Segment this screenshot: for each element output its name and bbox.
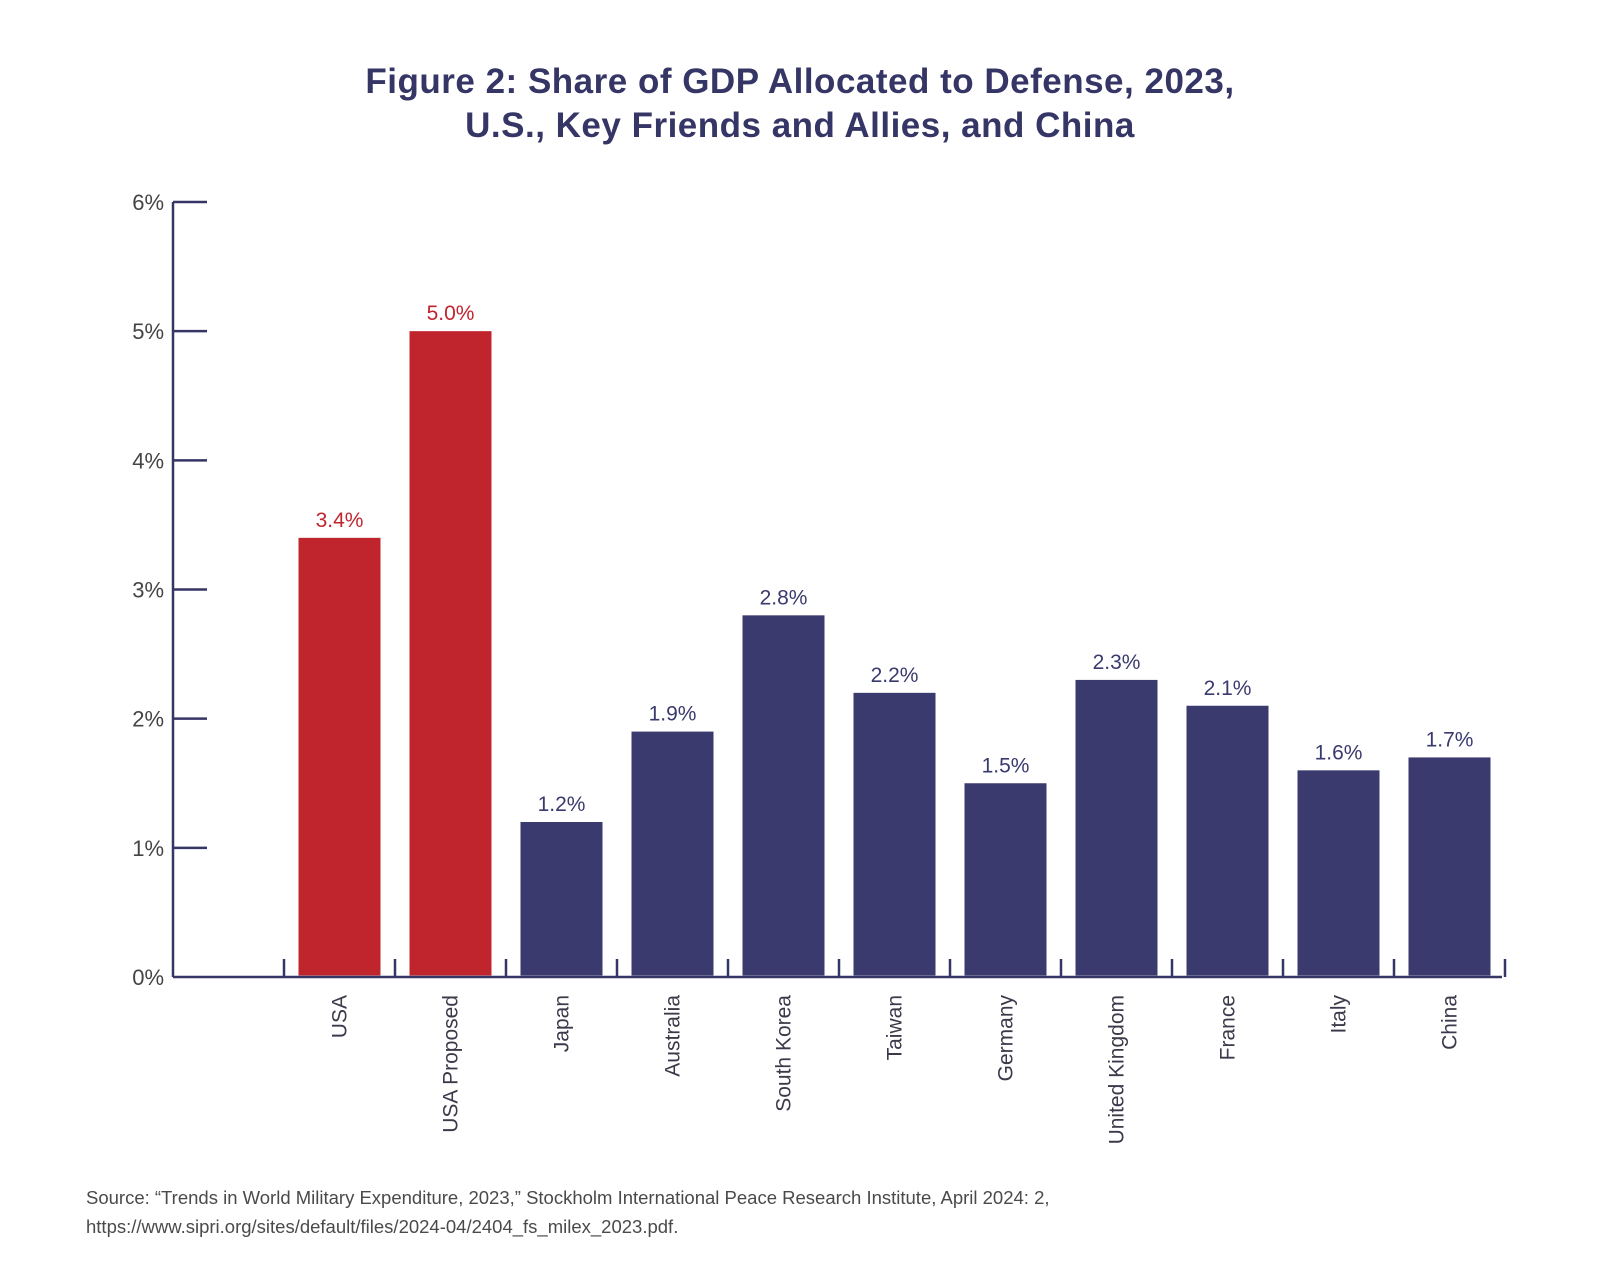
bar-value-label: 1.7% bbox=[1426, 728, 1474, 751]
y-tick-label: 5% bbox=[132, 319, 164, 344]
category-label: China bbox=[1439, 995, 1462, 1050]
y-tick-label: 1% bbox=[132, 836, 164, 861]
bar-value-label: 2.2% bbox=[871, 664, 919, 687]
bar bbox=[964, 783, 1047, 976]
source-note: Source: “Trends in World Military Expend… bbox=[86, 1183, 1050, 1241]
bar bbox=[1075, 679, 1158, 976]
bar bbox=[1408, 757, 1491, 976]
bar-value-label: 2.8% bbox=[760, 586, 808, 609]
category-label: USA bbox=[329, 995, 352, 1038]
y-tick-label: 2% bbox=[132, 707, 164, 732]
bar bbox=[853, 692, 936, 976]
y-tick-label: 6% bbox=[132, 190, 164, 215]
category-label: France bbox=[1217, 995, 1240, 1060]
category-label: Australia bbox=[662, 995, 685, 1077]
bar-value-label: 2.3% bbox=[1093, 651, 1141, 674]
category-label: USA Proposed bbox=[440, 995, 463, 1133]
y-tick-label: 0% bbox=[132, 965, 164, 990]
bar-chart: 0% 1% 2% 3% 4% 5% 6% 3.4% USA 5.0% USA Proposed 1.2… bbox=[132, 190, 1507, 1144]
bar bbox=[1297, 770, 1380, 976]
bar-value-label: 5.0% bbox=[427, 302, 475, 325]
bar-value-label: 3.4% bbox=[316, 509, 364, 532]
y-tick-label: 4% bbox=[132, 448, 164, 473]
bar bbox=[298, 537, 381, 976]
category-label: Germany bbox=[995, 995, 1018, 1082]
category-label: South Korea bbox=[773, 995, 796, 1112]
bar-value-label: 1.5% bbox=[982, 754, 1030, 777]
bar-value-label: 1.2% bbox=[538, 793, 586, 816]
bar bbox=[1186, 705, 1269, 976]
bar-value-label: 2.1% bbox=[1204, 677, 1252, 700]
category-label: United Kingdom bbox=[1106, 995, 1129, 1144]
source-line-1: Source: “Trends in World Military Expend… bbox=[86, 1187, 1050, 1208]
bar bbox=[520, 822, 603, 976]
category-label: Japan bbox=[551, 995, 574, 1052]
bar-value-label: 1.9% bbox=[649, 703, 697, 726]
bar bbox=[631, 731, 714, 976]
bar bbox=[742, 615, 825, 976]
bar bbox=[409, 331, 492, 976]
bar-value-label: 1.6% bbox=[1315, 741, 1363, 764]
category-label: Italy bbox=[1328, 995, 1351, 1034]
chart-title-line-1: Figure 2: Share of GDP Allocated to Defe… bbox=[365, 62, 1235, 101]
y-tick-label: 3% bbox=[132, 578, 164, 603]
category-label: Taiwan bbox=[884, 995, 907, 1060]
source-line-2: https://www.sipri.org/sites/default/file… bbox=[86, 1216, 679, 1237]
chart-title-line-2: U.S., Key Friends and Allies, and China bbox=[465, 106, 1135, 145]
chart-title: Figure 2: Share of GDP Allocated to Defe… bbox=[0, 60, 1600, 148]
